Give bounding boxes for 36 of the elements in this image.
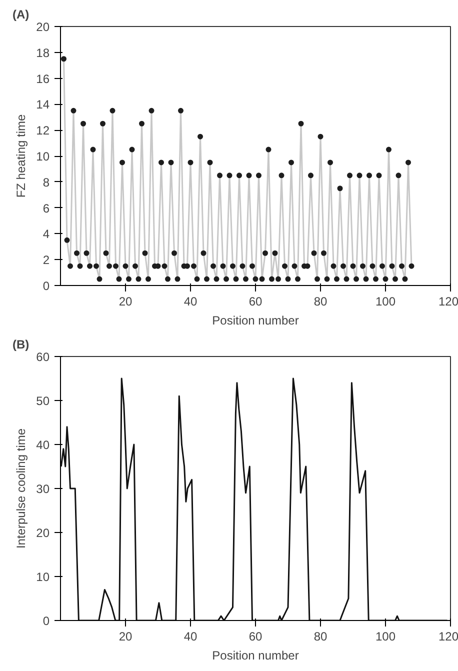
x-axis-title: Position number (212, 648, 299, 662)
y-tick-label: 6 (42, 201, 50, 216)
y-tick-label: 2 (42, 253, 50, 268)
x-tick-label: 60 (248, 294, 262, 308)
y-tick-label: 12 (36, 124, 50, 138)
y-tick-label: 10 (36, 150, 50, 164)
x-tick-label: 80 (314, 630, 328, 644)
x-tick-label: 120 (438, 294, 458, 308)
y-tick-label: 20 (36, 526, 50, 540)
y-tick-label: 50 (36, 394, 50, 408)
y-tick-label: 20 (36, 20, 50, 34)
y-tick-label: 4 (42, 227, 50, 242)
x-tick-label: 60 (248, 630, 262, 644)
chart-title: (A) (12, 8, 30, 22)
x-tick-label: 100 (375, 630, 396, 644)
y-axis-title: Interpulse cooling time (14, 428, 28, 549)
y-tick-label: 18 (36, 46, 50, 60)
x-tick-label: 80 (314, 294, 328, 308)
x-tick-label: 20 (118, 630, 132, 644)
x-tick-label: 40 (184, 630, 198, 644)
y-tick-label: 10 (36, 570, 50, 584)
y-tick-label: 60 (36, 350, 50, 364)
y-tick-label: 14 (36, 98, 50, 112)
x-tick-label: 20 (118, 294, 132, 308)
y-tick-label: 40 (36, 438, 50, 452)
x-tick-label: 100 (375, 294, 396, 308)
x-tick-label: 40 (184, 294, 198, 308)
y-tick-label: 16 (36, 72, 50, 86)
y-tick-label: 30 (36, 482, 50, 496)
y-axis-title: FZ heating time (14, 114, 28, 198)
chart-title: (B) (12, 338, 30, 352)
x-axis-title: Position number (212, 314, 299, 328)
y-tick-label: 0 (42, 614, 50, 628)
y-tick-label: 0 (42, 279, 50, 293)
y-tick-label: 8 (42, 175, 50, 190)
x-tick-label: 120 (438, 630, 458, 644)
